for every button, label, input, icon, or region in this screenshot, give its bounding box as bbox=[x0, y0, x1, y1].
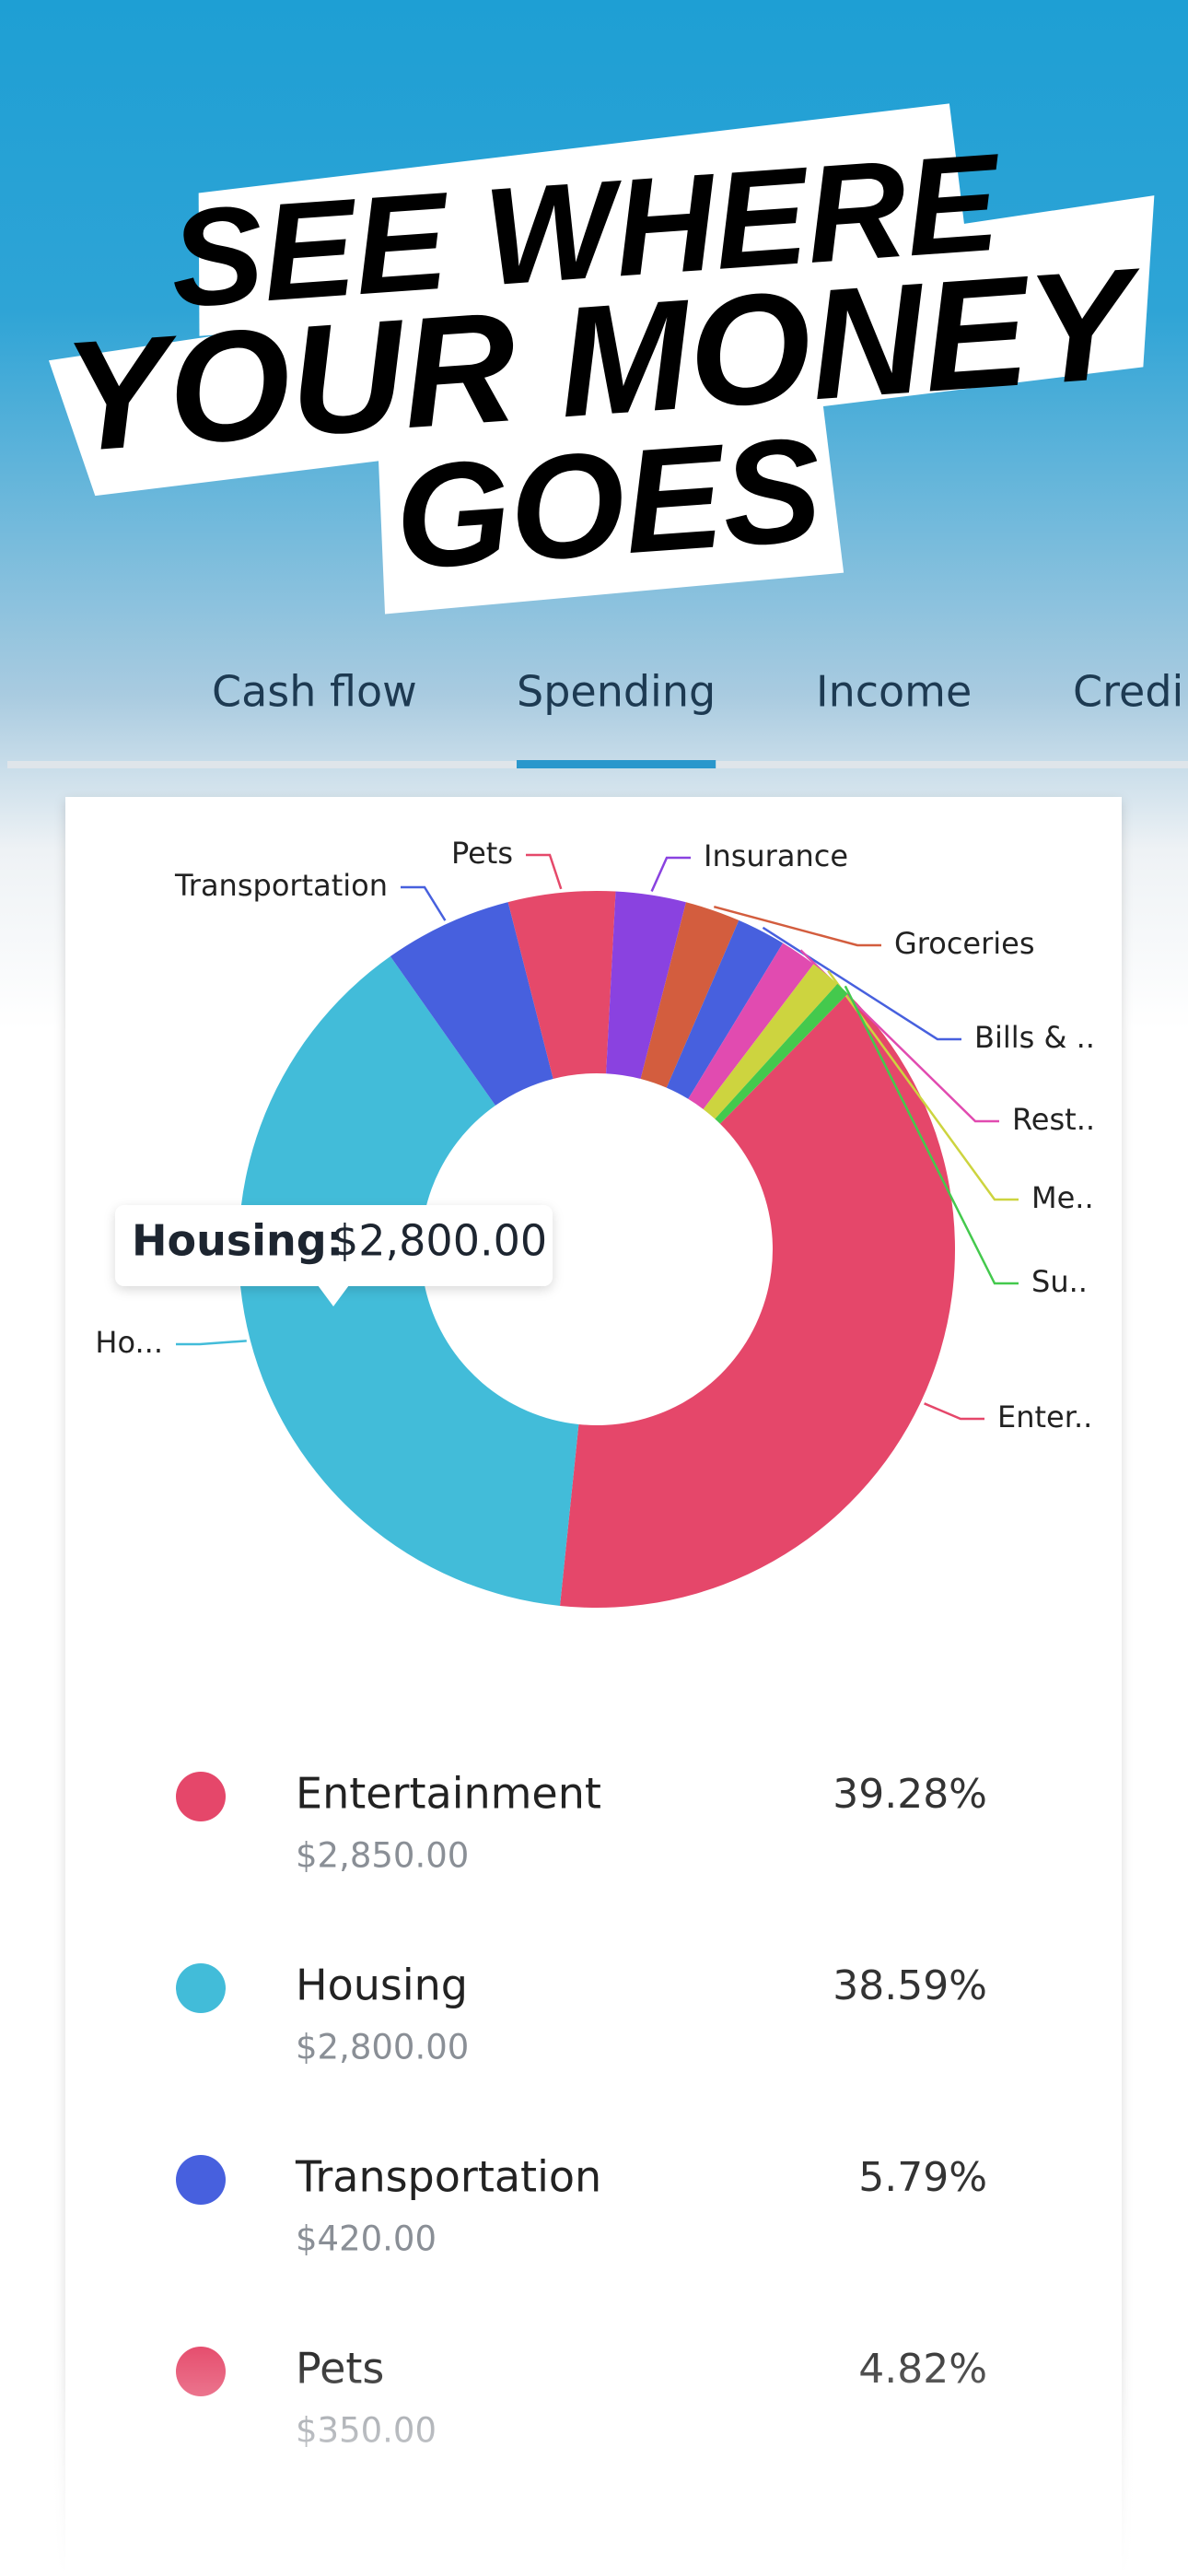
tab-indicator bbox=[517, 760, 716, 768]
item-name: Entertainment bbox=[296, 1769, 601, 1819]
leader-line bbox=[176, 1340, 247, 1346]
donut-slice bbox=[560, 993, 955, 1608]
item-amount: $2,850.00 bbox=[296, 1836, 469, 1876]
donut-slice bbox=[715, 983, 848, 1124]
bottom-fade bbox=[0, 2340, 1188, 2576]
item-percent: 39.28% bbox=[833, 1771, 987, 1818]
slice-label: Groceries bbox=[894, 926, 1035, 961]
donut-slice bbox=[507, 891, 616, 1079]
slice-label: Me.. bbox=[1031, 1180, 1094, 1215]
leader-line bbox=[713, 905, 881, 947]
donut-slice bbox=[703, 964, 838, 1119]
slice-label: Su.. bbox=[1031, 1264, 1088, 1299]
headline-backdrop bbox=[378, 398, 844, 615]
donut-slice bbox=[606, 891, 686, 1080]
tooltip-box bbox=[115, 1205, 553, 1286]
item-amount: $2,800.00 bbox=[296, 2028, 469, 2067]
leader-line bbox=[827, 970, 1019, 1201]
tab[interactable]: Credi bbox=[1073, 667, 1183, 717]
leader-line bbox=[762, 926, 961, 1041]
slice-label: Ho... bbox=[95, 1325, 163, 1360]
slice-label: Pets bbox=[451, 836, 513, 871]
item-amount: $420.00 bbox=[296, 2219, 437, 2259]
tab[interactable]: Cash flow bbox=[212, 667, 417, 717]
leader-line bbox=[844, 985, 1019, 1285]
tab[interactable]: Spending bbox=[517, 667, 716, 717]
slice-label: Enter.. bbox=[997, 1399, 1092, 1434]
tooltip: Housing: $2,800.00 bbox=[115, 1205, 553, 1306]
headline-backdrop bbox=[48, 195, 1155, 497]
leader-line bbox=[526, 853, 563, 890]
tooltip-label: Housing: bbox=[132, 1216, 344, 1266]
donut-slice bbox=[390, 902, 553, 1106]
headline-line: GOES bbox=[390, 406, 826, 601]
color-dot bbox=[176, 2155, 226, 2205]
list-item[interactable]: Transportation $420.00 5.79% bbox=[176, 2152, 987, 2259]
donut-slice bbox=[688, 943, 814, 1109]
item-name: Transportation bbox=[295, 2152, 601, 2202]
leader-line bbox=[401, 885, 447, 921]
tooltip-value: $2,800.00 bbox=[332, 1216, 547, 1266]
slice-label: Bills & .. bbox=[974, 1020, 1095, 1055]
slice-label: Rest.. bbox=[1012, 1102, 1095, 1137]
leader-line bbox=[924, 1402, 984, 1421]
leader-line bbox=[650, 856, 691, 893]
tab-bar: Cash flow Spending Income Credi bbox=[7, 667, 1188, 768]
donut-slice bbox=[666, 919, 784, 1099]
slice-label: Insurance bbox=[704, 838, 848, 873]
color-dot bbox=[176, 1963, 226, 2013]
tooltip-pointer bbox=[318, 1285, 349, 1306]
list-item[interactable]: Housing $2,800.00 38.59% bbox=[176, 1961, 987, 2067]
item-name: Housing bbox=[296, 1961, 468, 2010]
tab[interactable]: Income bbox=[816, 667, 972, 717]
item-percent: 38.59% bbox=[833, 1962, 987, 2009]
donut-slice bbox=[640, 902, 740, 1088]
color-dot bbox=[176, 1772, 226, 1821]
leader-line bbox=[799, 949, 999, 1123]
slice-label: Transportation bbox=[174, 868, 388, 903]
list-item[interactable]: Entertainment $2,850.00 39.28% bbox=[176, 1769, 987, 1876]
item-percent: 5.79% bbox=[858, 2154, 987, 2201]
